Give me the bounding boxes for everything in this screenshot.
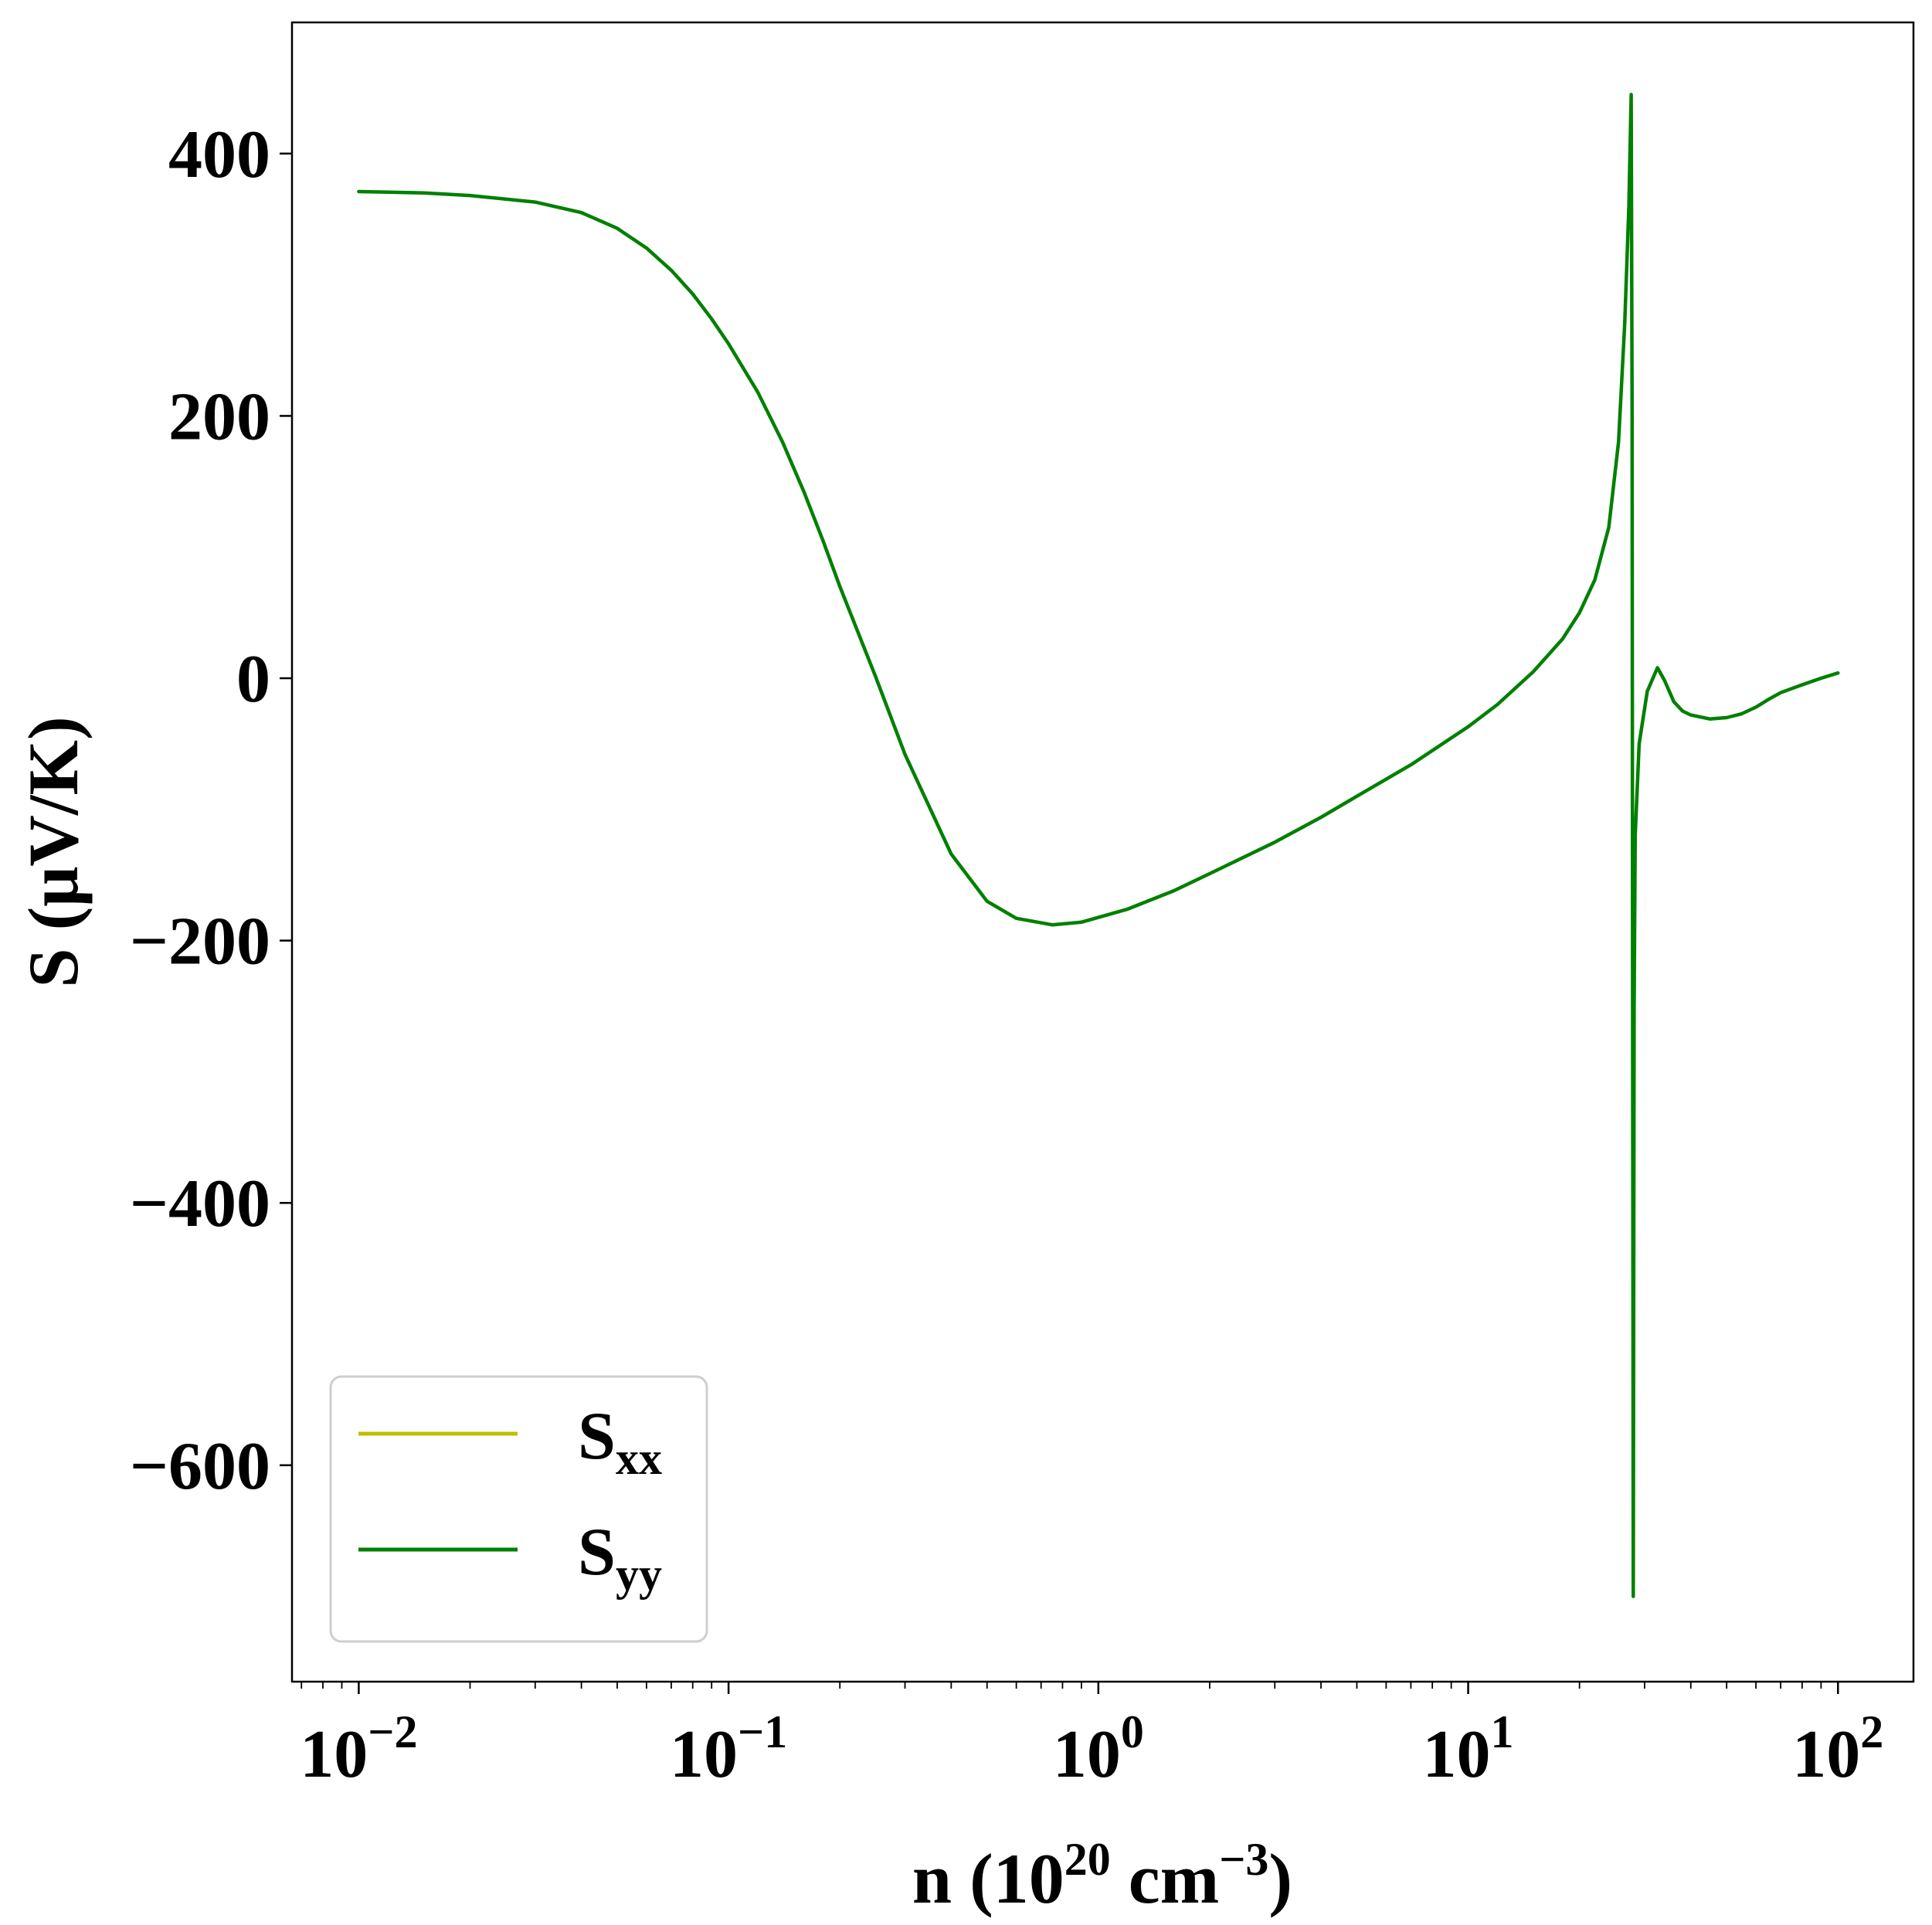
y-tick-label: −600 <box>130 1429 270 1504</box>
legend-label-sxx-sub: xx <box>616 1433 662 1484</box>
y-tick-label: 200 <box>168 379 270 454</box>
x-tick-label-base: 10 <box>1053 1717 1121 1792</box>
x-tick-label-exp: −2 <box>368 1706 417 1757</box>
y-tick-label: 400 <box>168 117 270 192</box>
x-axis-label-part-1: n (10 <box>912 1839 1064 1918</box>
x-tick-label: 101 <box>1423 1706 1514 1792</box>
series-layer <box>357 93 1840 1598</box>
y-axis-label: S (μV/K) <box>14 716 93 987</box>
x-tick-label-exp: 0 <box>1121 1706 1144 1757</box>
x-axis-label-part-3: ) <box>1268 1839 1292 1918</box>
legend: Sxx Syy <box>329 1375 708 1643</box>
y-tick-label: 0 <box>236 642 270 717</box>
x-tick-label: 10−1 <box>670 1706 787 1792</box>
x-axis-label-part-2: cm <box>1111 1839 1219 1918</box>
legend-label-syy: Syy <box>578 1515 662 1600</box>
x-tick-label-exp: 1 <box>1491 1706 1514 1757</box>
x-tick-label-base: 10 <box>1792 1717 1860 1792</box>
x-axis: 10−2 10−1 100 101 102 <box>300 1682 1883 1792</box>
legend-label-syy-main: S <box>578 1515 616 1590</box>
series-line-syy <box>357 93 1840 1598</box>
x-tick-label-base: 10 <box>1423 1717 1491 1792</box>
x-axis-label: n (1020 cm−3) <box>912 1834 1292 1918</box>
legend-label-sxx: Sxx <box>578 1399 662 1484</box>
x-axis-label-exp-2: −3 <box>1219 1834 1268 1885</box>
x-tick-label-base: 10 <box>670 1717 738 1792</box>
x-tick-label: 10−2 <box>300 1706 417 1792</box>
legend-label-syy-sub: yy <box>616 1549 662 1600</box>
x-tick-label-base: 10 <box>300 1717 368 1792</box>
plot-frame <box>290 21 1915 1683</box>
y-tick-label: −200 <box>130 905 270 979</box>
x-tick-label: 100 <box>1053 1706 1144 1792</box>
x-axis-label-exp-1: 20 <box>1064 1834 1111 1885</box>
x-tick-label-exp: −1 <box>738 1706 787 1757</box>
y-axis: 400 200 0 −200 −400 −600 <box>130 117 292 1504</box>
legend-label-sxx-main: S <box>578 1399 616 1474</box>
x-tick-label: 102 <box>1792 1706 1883 1792</box>
x-tick-label-exp: 2 <box>1860 1706 1883 1757</box>
y-tick-label: −400 <box>130 1166 270 1241</box>
legend-box <box>329 1375 708 1643</box>
